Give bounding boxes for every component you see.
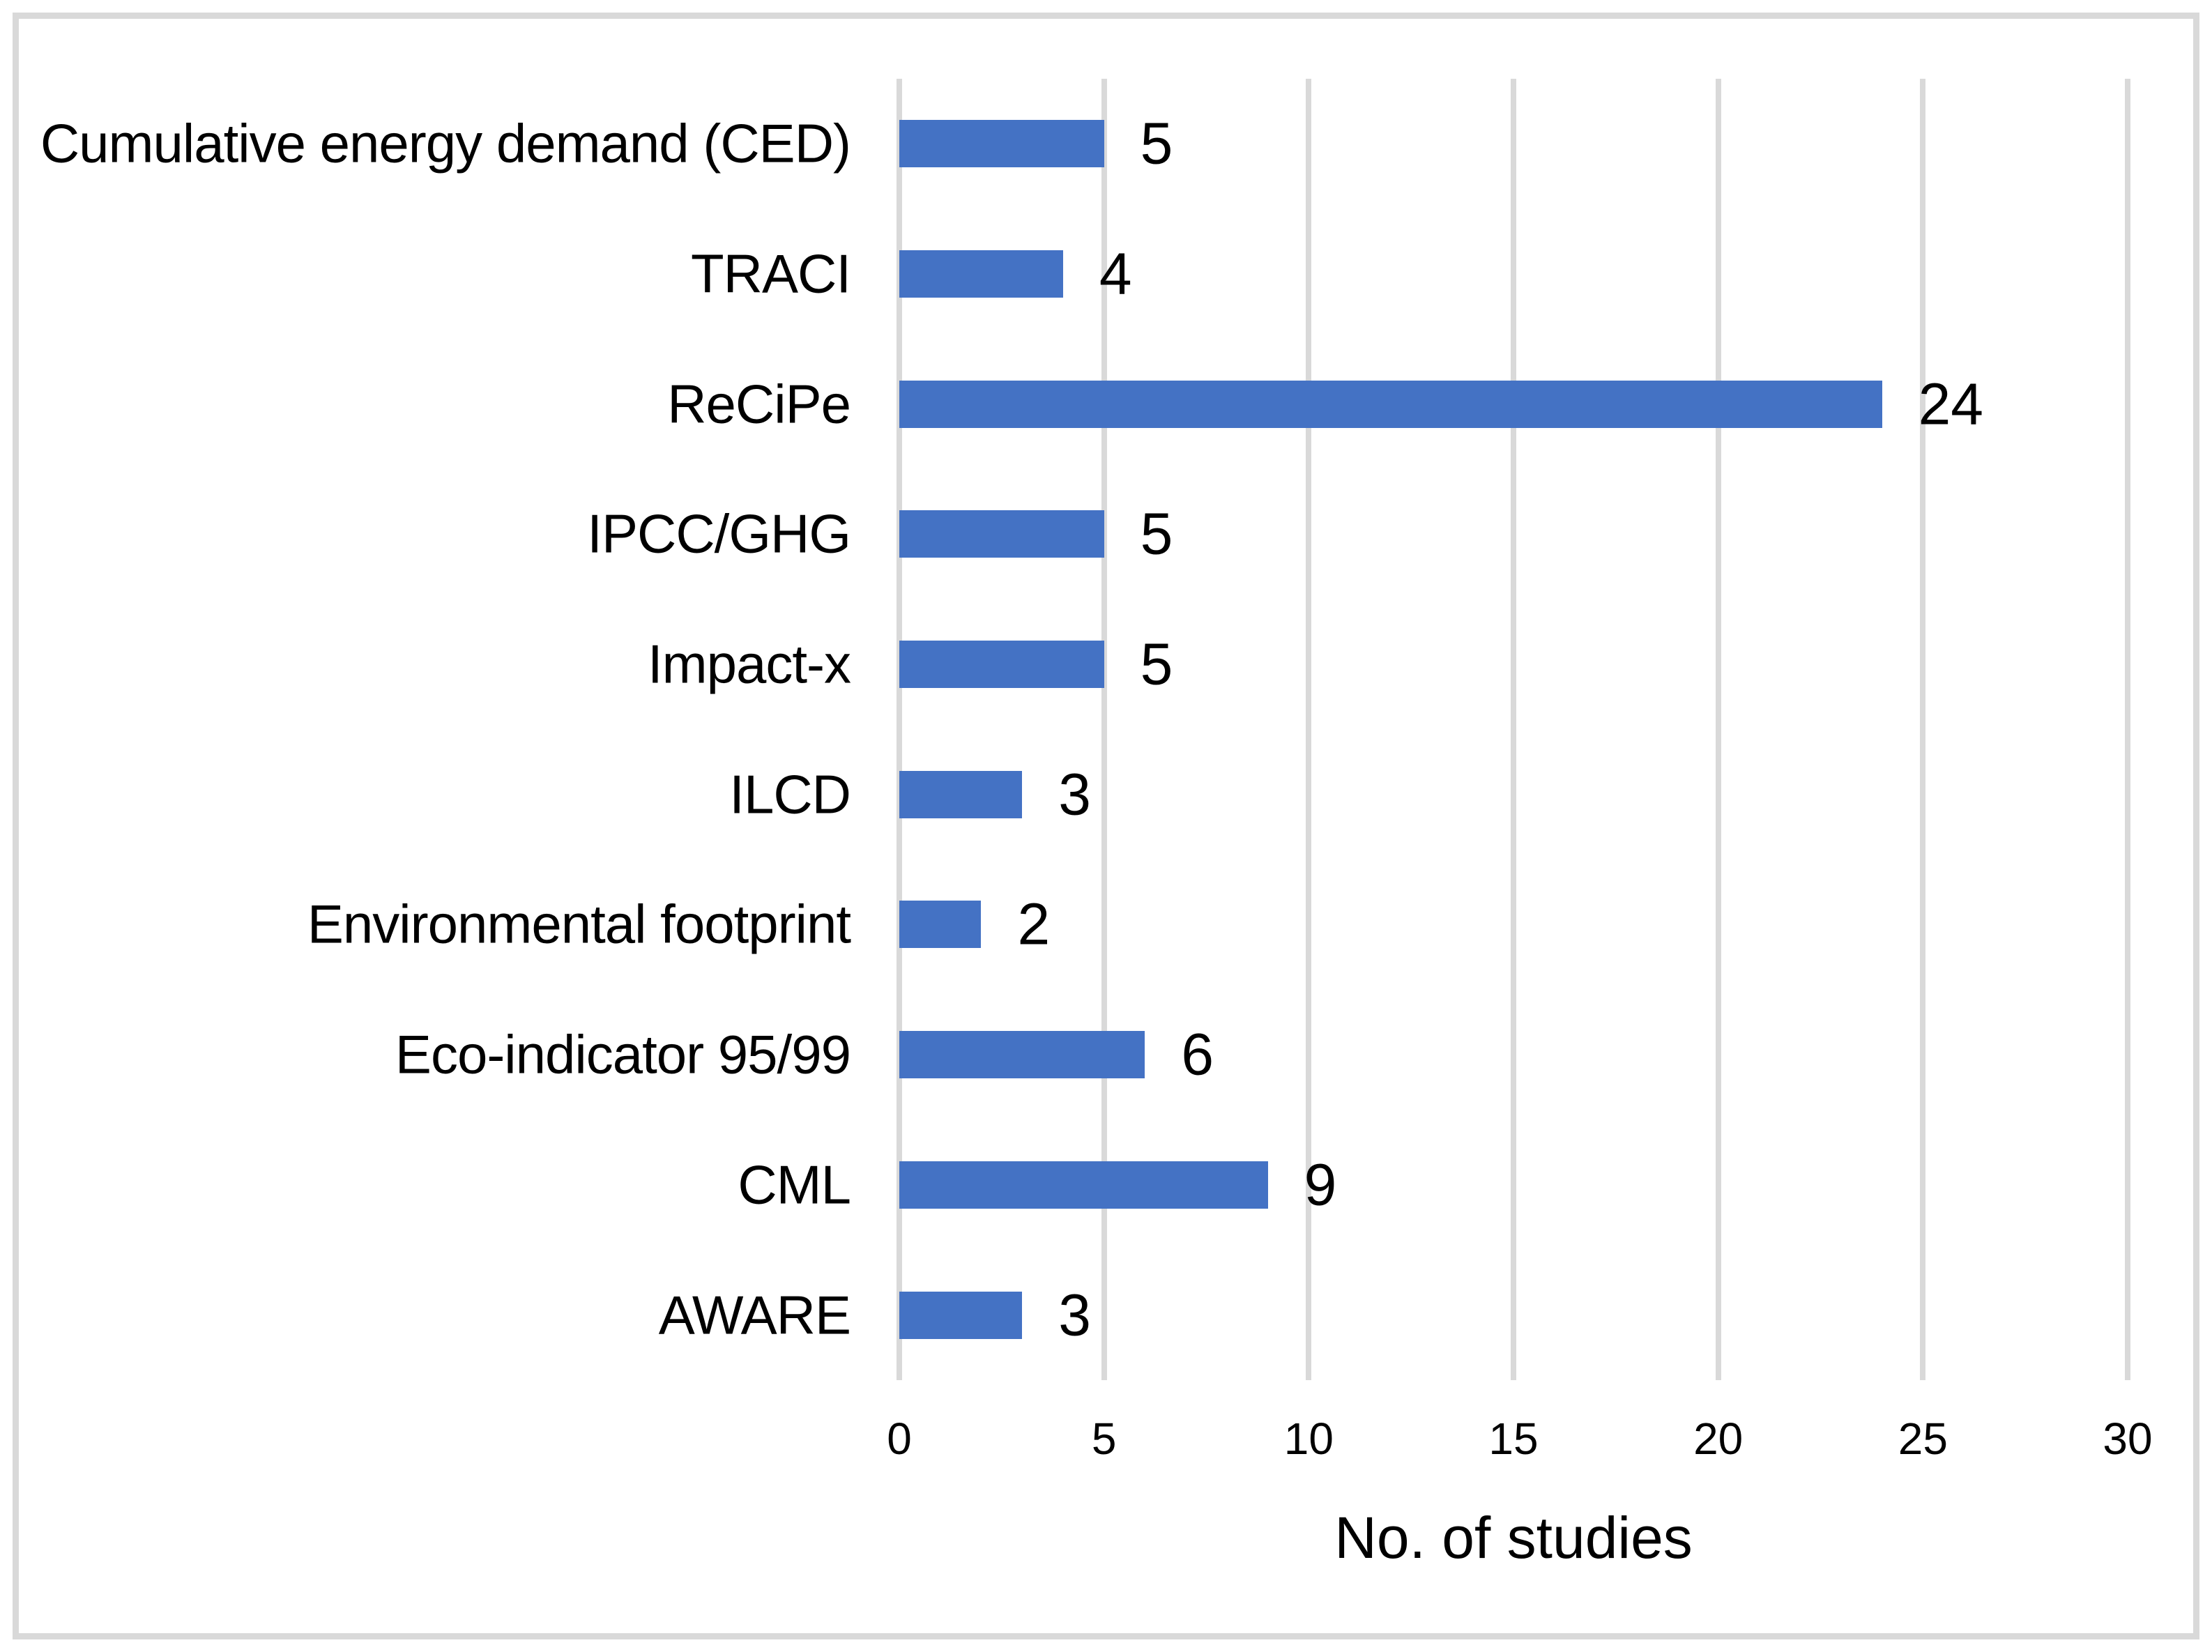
gridline-x-30	[2125, 79, 2130, 1380]
category-label: Impact-x	[647, 633, 851, 695]
data-label: 24	[1918, 371, 1984, 437]
x-tick-label: 20	[1693, 1414, 1744, 1464]
bar-row: ReCiPe 24	[667, 339, 2128, 469]
x-tick-label: 25	[1898, 1414, 1948, 1464]
x-tick-label: 30	[2103, 1414, 2153, 1464]
bar-row: TRACI 4	[691, 209, 2128, 339]
bar	[899, 120, 1104, 168]
bar-row: Environmental footprint 2	[307, 859, 2128, 990]
category-label: ReCiPe	[667, 373, 851, 435]
bar-row: IPCC/GHG 5	[587, 469, 2128, 599]
plot-area: Cumulative energy demand (CED) 5 TRACI 4 ReC…	[40, 79, 2130, 1380]
bar-row: AWARE 3	[659, 1250, 2128, 1380]
gridline-x-15	[1511, 79, 1516, 1380]
gridline-x-20	[1715, 79, 1721, 1380]
bar-row: Eco-indicator 95/99 6	[395, 990, 2128, 1120]
bar	[899, 770, 1023, 818]
gridline-x-25	[1920, 79, 1926, 1380]
bar	[899, 380, 1882, 428]
category-label: TRACI	[691, 243, 851, 305]
bar	[899, 641, 1104, 689]
data-label: 3	[1058, 1282, 1091, 1348]
bar	[899, 901, 982, 949]
data-label: 2	[1017, 891, 1051, 957]
bar	[899, 1291, 1023, 1339]
data-label: 3	[1058, 761, 1091, 827]
gridline-x-10	[1306, 79, 1312, 1380]
x-tick-label: 15	[1488, 1414, 1539, 1464]
data-label: 4	[1099, 240, 1132, 307]
data-label: 5	[1140, 631, 1173, 697]
bar-rows-group: Cumulative energy demand (CED) 5 TRACI 4 ReC…	[40, 79, 2128, 1380]
bar	[899, 250, 1063, 298]
bar-row: Impact-x 5	[648, 599, 2128, 730]
category-label: ILCD	[729, 763, 851, 825]
bar	[899, 1031, 1145, 1079]
bar	[899, 510, 1104, 558]
category-label: Cumulative energy demand (CED)	[40, 112, 851, 174]
category-label: AWARE	[658, 1284, 851, 1346]
bar-row: CML 9	[738, 1120, 2128, 1251]
category-label: Eco-indicator 95/99	[395, 1023, 851, 1085]
category-label: IPCC/GHG	[587, 503, 851, 565]
data-label: 5	[1140, 500, 1173, 567]
chart-border-frame	[13, 13, 2199, 1639]
bar-row: ILCD 3	[729, 729, 2128, 859]
category-label: CML	[738, 1154, 851, 1216]
x-tick-label: 5	[1091, 1414, 1117, 1464]
data-label: 9	[1304, 1152, 1337, 1218]
x-tick-label: 0	[887, 1414, 912, 1464]
x-tick-label: 10	[1283, 1414, 1334, 1464]
gridline-x-5	[1101, 79, 1107, 1380]
category-label: Environmental footprint	[307, 893, 851, 955]
bar-row: Cumulative energy demand (CED) 5	[40, 79, 2128, 209]
data-label: 5	[1140, 110, 1173, 176]
x-axis-title: No. of studies	[1334, 1505, 1693, 1570]
bar	[899, 1161, 1268, 1209]
gridline-x-0	[897, 79, 902, 1380]
data-label: 6	[1181, 1021, 1214, 1087]
x-axis-tick-labels: 0 5 10 15 20 25 30	[887, 1414, 2152, 1479]
